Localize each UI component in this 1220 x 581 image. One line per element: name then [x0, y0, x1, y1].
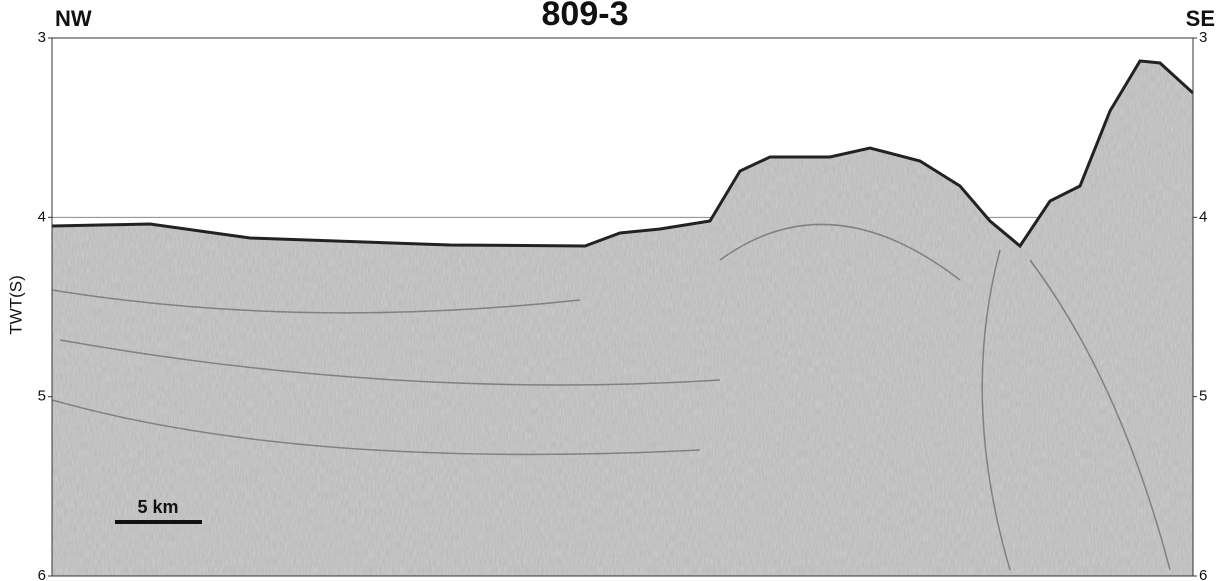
- scale-bar-label: 5 km: [137, 497, 178, 517]
- chart-title: 809-3: [542, 0, 629, 33]
- left-label: NW: [55, 6, 92, 31]
- y2-tick-label: 6: [1199, 567, 1207, 581]
- y-tick-label: 4: [38, 208, 46, 225]
- y2-tick-label: 5: [1199, 388, 1207, 405]
- chart: 809-3 NW SE TWT(S) 5 km 3 3 4 4 5 5 6 6: [0, 0, 1220, 581]
- y-tick-label: 3: [38, 29, 46, 46]
- y2-tick-label: 4: [1199, 208, 1207, 225]
- y2-tick-label: 3: [1199, 29, 1207, 46]
- y-tick-label: 5: [38, 388, 46, 405]
- right-label: SE: [1186, 6, 1215, 31]
- y-tick-label: 6: [38, 567, 46, 581]
- y-axis-label: TWT(S): [6, 275, 25, 334]
